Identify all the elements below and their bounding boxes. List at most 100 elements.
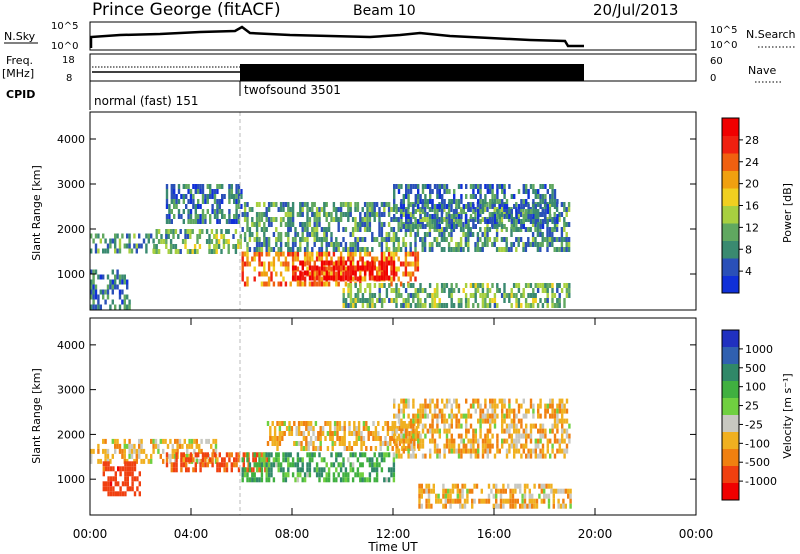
noise-right-label: N.Search: [746, 28, 796, 41]
power-cell: [347, 303, 350, 308]
power-cell: [128, 248, 131, 254]
velocity-cell: [318, 452, 321, 458]
power-cell: [228, 209, 231, 214]
power-cell: [469, 232, 472, 237]
power-cell: [356, 276, 360, 282]
velocity-cell: [419, 438, 422, 444]
power-cell: [347, 270, 350, 276]
power-cell: [563, 298, 566, 303]
power-cell: [464, 298, 468, 303]
velocity-cell: [393, 398, 396, 404]
velocity-cell: [508, 408, 511, 414]
velocity-cell: [200, 448, 203, 454]
velocity-cell: [211, 462, 214, 468]
power-cell: [404, 261, 408, 267]
power-cell: [291, 217, 295, 222]
power-cell: [128, 238, 131, 244]
velocity-cell: [116, 438, 119, 444]
power-cell: [390, 256, 393, 262]
power-cell: [342, 265, 345, 271]
power-cell: [344, 242, 348, 247]
velocity-cell: [469, 448, 473, 454]
power-cell: [313, 222, 316, 227]
power-cell: [335, 281, 338, 287]
velocity-cell: [296, 452, 300, 458]
velocity-colorbar-swatch: [722, 330, 739, 348]
power-cell: [187, 199, 190, 204]
power-cell: [541, 232, 544, 237]
power-cell: [275, 237, 278, 242]
power-cell: [241, 261, 244, 267]
power-cell: [549, 184, 552, 189]
power-cell: [253, 251, 256, 257]
velocity-cell: [284, 477, 288, 483]
power-cell: [395, 184, 398, 189]
velocity-cell: [553, 418, 557, 424]
power-cell: [168, 219, 171, 224]
power-cell: [142, 238, 146, 244]
velocity-cell: [445, 428, 449, 434]
velocity-cell: [319, 436, 322, 441]
velocity-cell: [301, 467, 304, 473]
velocity-cell: [104, 453, 107, 459]
power-cell: [414, 199, 417, 204]
power-cell: [426, 293, 429, 298]
power-cell: [438, 207, 441, 212]
velocity-cell: [539, 438, 542, 444]
velocity-cell: [421, 423, 425, 429]
power-cell: [421, 303, 425, 308]
power-cell: [160, 239, 163, 244]
power-cell: [378, 222, 381, 227]
power-cell: [272, 232, 276, 237]
power-cell: [409, 293, 413, 298]
power-cell: [177, 214, 181, 219]
velocity-cell: [257, 452, 260, 458]
power-cell: [548, 232, 552, 237]
freq-tick-top: 18: [62, 55, 75, 66]
power-cell: [337, 260, 340, 266]
velocity-cell: [186, 443, 189, 449]
power-cell: [313, 212, 316, 217]
power-cell: [472, 224, 475, 229]
velocity-cell: [502, 498, 505, 504]
velocity-cell: [417, 408, 420, 414]
power-cell: [421, 189, 425, 194]
velocity-cell: [270, 462, 273, 468]
power-cell: [220, 229, 223, 234]
velocity-cell: [192, 457, 195, 463]
power-cell: [416, 288, 420, 293]
velocity-cell: [338, 441, 342, 446]
velocity-cell: [552, 488, 555, 494]
power-cell: [423, 202, 427, 207]
power-cell: [414, 209, 417, 214]
velocity-cell: [549, 413, 552, 419]
power-cell: [508, 214, 511, 219]
power-cell: [221, 184, 224, 189]
velocity-cell: [486, 438, 489, 444]
power-cell: [97, 233, 100, 239]
power-cell: [481, 242, 484, 247]
velocity-cell: [129, 466, 132, 472]
power-cell: [186, 234, 190, 239]
velocity-cell: [166, 443, 170, 449]
velocity-cell: [154, 443, 158, 449]
velocity-cell: [539, 398, 542, 404]
velocity-cell: [242, 462, 245, 468]
power-cell: [349, 288, 353, 293]
velocity-cell: [129, 486, 132, 492]
power-cell: [92, 238, 95, 244]
power-cell: [429, 199, 432, 204]
power-cell: [452, 288, 456, 293]
power-cell: [414, 202, 417, 207]
power-cell: [327, 222, 331, 227]
velocity-cell: [321, 431, 325, 436]
velocity-cell: [333, 441, 337, 446]
power-cell: [373, 212, 376, 217]
velocity-cell: [405, 423, 408, 429]
power-cell: [287, 242, 290, 247]
power-cell: [400, 214, 403, 219]
power-cell: [258, 222, 261, 227]
velocity-cell: [281, 431, 284, 436]
power-cell: [359, 288, 362, 293]
power-cell: [318, 247, 321, 252]
